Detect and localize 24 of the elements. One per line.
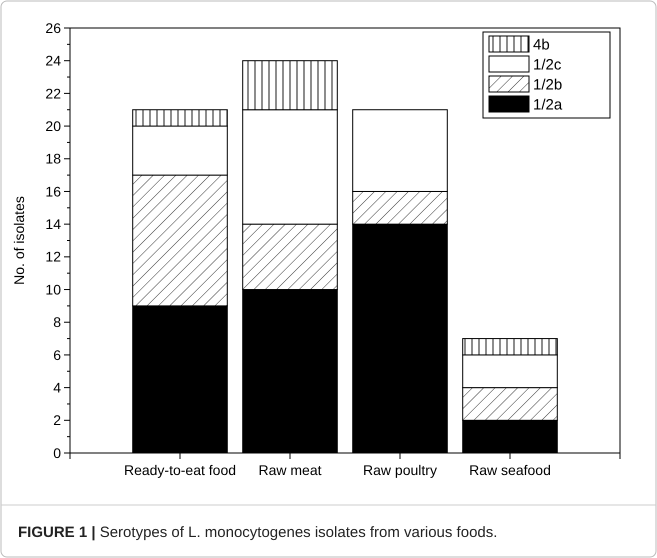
x-tick-label: Ready-to-eat food — [124, 462, 236, 478]
legend-label: 1/2b — [533, 76, 562, 94]
x-tick-label: Raw seafood — [469, 462, 551, 478]
y-tick-label: 0 — [53, 444, 62, 461]
caption: FIGURE 1 | Serotypes of L. monocytogenes isolates from various foods. — [18, 524, 498, 541]
y-tick-label: 2 — [53, 412, 62, 428]
y-tick-label: 26 — [45, 20, 62, 36]
y-tick-label: 20 — [45, 118, 62, 134]
y-tick-label: 24 — [45, 52, 62, 69]
y-axis-title: No. of isolates — [11, 196, 27, 285]
x-tick-label: Raw poultry — [363, 462, 437, 478]
y-tick-label: 8 — [53, 314, 62, 330]
y-tick-label: 12 — [45, 248, 62, 265]
legend-label: 4b — [533, 36, 550, 54]
y-tick-label: 4 — [53, 380, 62, 396]
y-tick-label: 6 — [53, 346, 62, 363]
y-tick-label: 14 — [45, 216, 62, 232]
legend-label: 1/2a — [533, 96, 563, 114]
y-tick-label: 10 — [45, 281, 62, 298]
y-tick-label: 16 — [45, 183, 62, 200]
y-tick-label: 18 — [45, 150, 62, 167]
y-tick-label: 22 — [45, 85, 62, 102]
x-tick-label: Raw meat — [258, 462, 322, 478]
legend-label: 1/2c — [533, 56, 562, 74]
